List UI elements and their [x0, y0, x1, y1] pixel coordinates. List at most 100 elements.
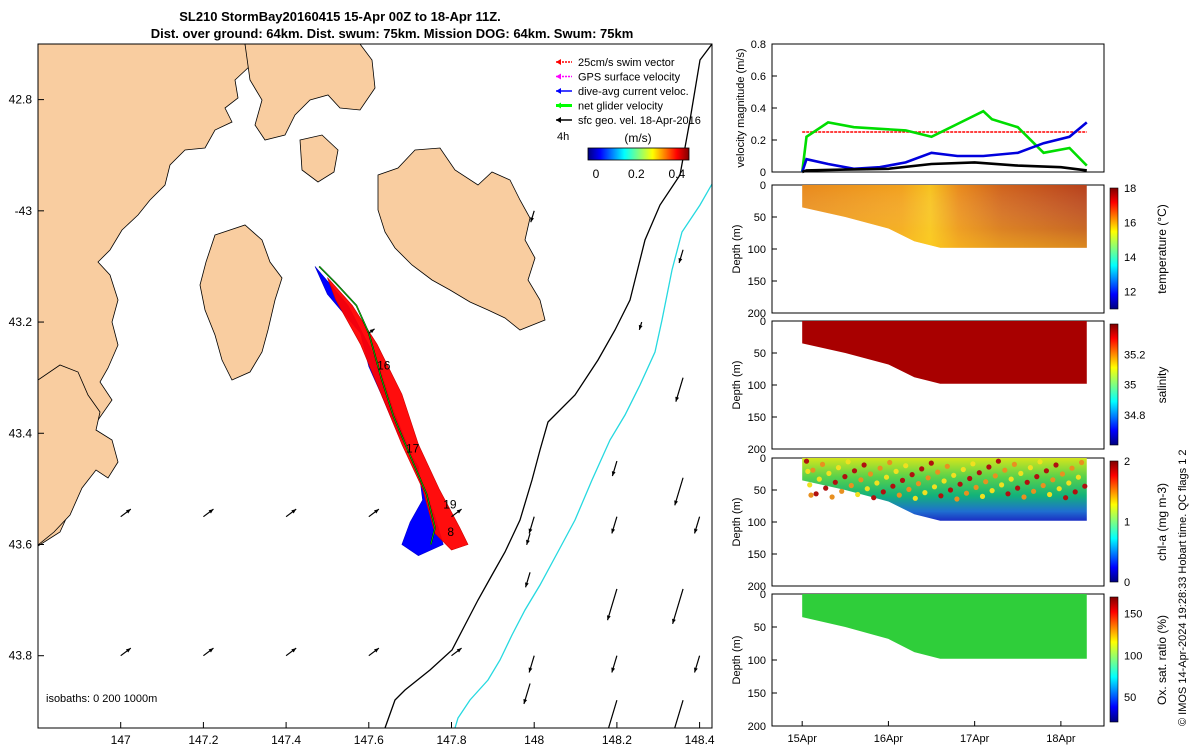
- profile-panels: 0 0.2 0.4 0.6 0.8 velocity magnitude (m/s) 0 50…: [731, 39, 1169, 733]
- velocity-y-label: velocity magnitude (m/s): [735, 48, 747, 167]
- chl-sample-dot: [826, 470, 832, 476]
- geo-velocity-arrowhead: [456, 509, 462, 514]
- chl-sample-dot: [1037, 459, 1043, 465]
- depth-tick-label: 0: [760, 453, 766, 465]
- chl-sample-dot: [951, 472, 957, 478]
- chl-sample-dot: [805, 468, 811, 474]
- chl-sample-dot: [960, 466, 966, 473]
- geo-velocity-arrowhead: [208, 648, 214, 653]
- geo-velocity-arrow: [674, 477, 684, 506]
- geo-velocity-arrowhead: [125, 648, 131, 653]
- colorbar-tick-label: 2: [1124, 456, 1130, 468]
- depth-axis-label: Depth (m): [731, 636, 743, 685]
- geo-velocity-arrowhead: [525, 582, 529, 588]
- chl-sample-dot: [1015, 485, 1021, 491]
- depth-axis-label: Depth (m): [731, 361, 743, 410]
- depth-tick-label: 100: [748, 380, 766, 392]
- chl-sample-dot: [807, 482, 813, 488]
- geo-velocity-arrowhead: [611, 528, 616, 534]
- land-east: [377, 147, 546, 331]
- colorbar-tick-label: 34.8: [1124, 410, 1145, 422]
- velocity-series-line: [800, 109, 1088, 173]
- geo-velocity-arrowhead: [694, 667, 698, 673]
- legend-label: GPS surface velocity: [578, 72, 681, 84]
- depth-tick-label: 50: [754, 622, 766, 634]
- chl-sample-dot: [1066, 480, 1072, 486]
- map-legend: 25cm/s swim vector GPS surface velocity di…: [556, 57, 701, 127]
- track-day-label: 8: [447, 525, 454, 539]
- geo-velocity-arrowhead: [456, 648, 462, 653]
- chl-sample-dot: [899, 477, 906, 483]
- chl-sample-dot: [906, 486, 912, 492]
- chl-sample-dot: [1075, 474, 1081, 480]
- speed-colorbar: [587, 147, 690, 161]
- track-day-label: 19: [443, 497, 457, 511]
- geo-velocity-arrowhead: [530, 217, 534, 223]
- depth-tick-label: 50: [754, 212, 766, 224]
- colorbar-tick-label: 12: [1124, 287, 1136, 299]
- lon-tick-label: 148: [524, 733, 544, 747]
- figure-title-line2: Dist. over ground: 64km. Dist. swum: 75k…: [151, 26, 634, 41]
- lon-tick-label: 148.2: [602, 733, 632, 747]
- chl-sample-dot: [1002, 467, 1008, 473]
- chl-sample-dot: [922, 490, 928, 496]
- lat-tick-label: 43.2: [9, 315, 33, 329]
- chl-sample-dot: [864, 486, 870, 492]
- chl-sample-dot: [1011, 461, 1018, 467]
- track-day-label: 17: [406, 442, 420, 456]
- profile-data-field: [802, 458, 1087, 521]
- interval-label: 4h: [557, 131, 569, 143]
- figure-title-line1: SL210 StormBay20160415 15-Apr 00Z to 18-…: [179, 9, 501, 24]
- chl-sample-dot: [893, 468, 899, 474]
- legend-label: 25cm/s swim vector: [578, 57, 675, 69]
- chl-sample-dot: [880, 489, 886, 495]
- chl-sample-dot: [938, 493, 944, 499]
- lon-tick-label: 147.8: [436, 733, 466, 747]
- chl-sample-dot: [1018, 470, 1024, 476]
- geo-velocity-arrowhead: [528, 528, 533, 534]
- chl-sample-dot: [986, 464, 992, 470]
- variable-colorbar: [1109, 460, 1119, 583]
- chl-sample-dot: [925, 475, 931, 481]
- time-tick-label: 17Apr: [960, 733, 990, 745]
- legend-label: net glider velocity: [578, 101, 663, 113]
- depth-tick-label: 150: [748, 688, 766, 700]
- isobaths-label: isobaths: 0 200 1000m: [46, 693, 157, 705]
- lat-tick-label: 43.4: [9, 426, 33, 440]
- geo-velocity-arrowhead: [369, 328, 375, 334]
- depth-tick-label: 150: [748, 549, 766, 561]
- chl-sample-dot: [887, 459, 893, 466]
- chl-sample-dot: [941, 478, 947, 484]
- colorbar-label: chl-a (mg m-3): [1155, 483, 1169, 561]
- chl-sample-dot: [970, 461, 976, 467]
- chl-sample-dot: [1005, 491, 1011, 497]
- lat-tick-label: -43: [15, 204, 33, 218]
- time-axis: 15Apr 16Apr 17Apr 18Apr: [788, 721, 1076, 745]
- lon-tick-label: 147.4: [271, 733, 301, 747]
- velocity-series-line: [801, 161, 1087, 174]
- colorbar-title: (m/s): [624, 131, 651, 145]
- chl-sample-dot: [954, 496, 960, 502]
- chl-sample-dot: [1047, 491, 1053, 498]
- chl-sample-dot: [915, 481, 922, 487]
- geo-velocity-arrowhead: [291, 648, 297, 653]
- geo-velocity-arrowhead: [675, 396, 680, 402]
- velocity-series-line: [800, 121, 1088, 173]
- geo-velocity-arrowhead: [672, 730, 676, 735]
- swim-vector-area: [327, 277, 469, 551]
- variable-colorbar: [1109, 596, 1119, 723]
- colorbar-tick-label: 0.4: [668, 167, 685, 181]
- geo-velocity-arrowhead: [125, 509, 131, 514]
- chl-sample-dot: [1050, 477, 1056, 483]
- colorbar-label: temperature (°C): [1155, 204, 1169, 294]
- lon-tick-label: 147.2: [188, 733, 218, 747]
- chl-sample-dot: [989, 488, 995, 494]
- chl-sample-dot: [979, 493, 986, 499]
- chl-sample-dot: [819, 461, 826, 467]
- chl-sample-dot: [829, 494, 835, 500]
- chl-sample-dot: [1059, 471, 1065, 477]
- chl-sample-dot: [912, 495, 918, 501]
